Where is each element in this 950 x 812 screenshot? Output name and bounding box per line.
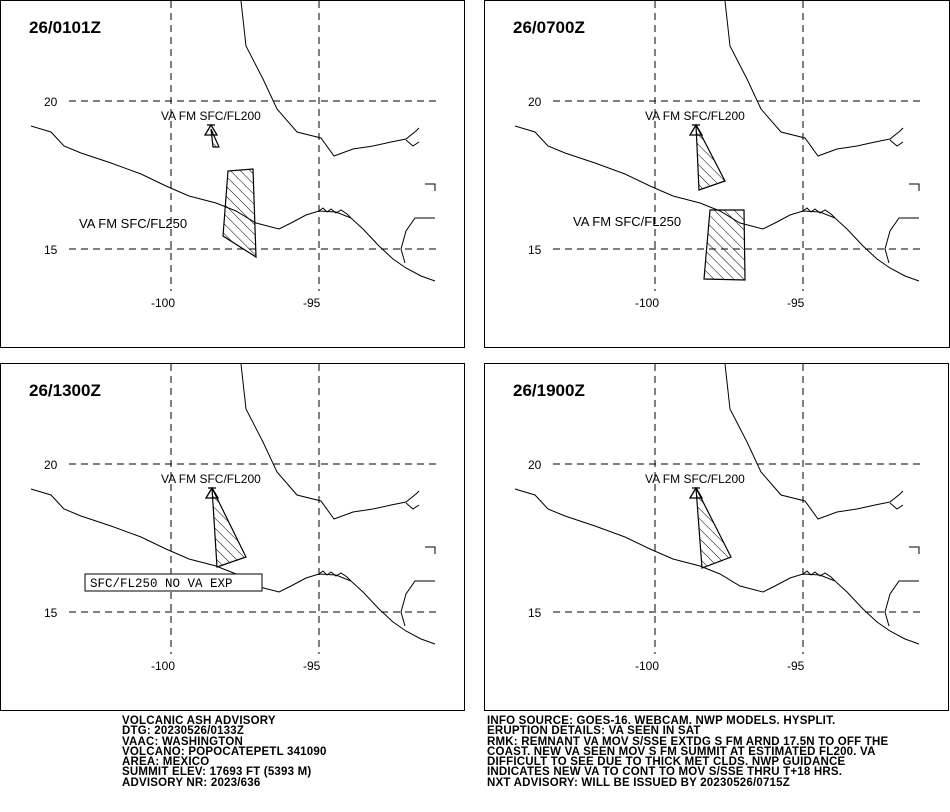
advisory-line: RMK: REMNANT VA MOV S/SSE EXTDG S FM ARN… [487, 735, 889, 748]
volcano-triangle-icon [204, 486, 220, 499]
advisory-line: INDICATES NEW VA TO CONT TO MOV S/SSE TH… [487, 766, 843, 779]
gridlines [69, 1, 437, 291]
map-panel-1: 20 15 -100 -95 VA FM SFC/FL200 VA FM SFC… [30, 1, 437, 310]
lat-label-20: 20 [44, 458, 58, 472]
forecast-panel-4: 20 15 -100 -95 VA FM SFC/FL200 26/1900Z [484, 363, 949, 711]
advisory-line: SUMMIT ELEV: 17693 FT (5393 M) [122, 766, 312, 779]
volcano-marker [203, 123, 219, 136]
map-panel-4: 20 15 -100 -95 VA FM SFC/FL200 [514, 364, 921, 673]
ash-polygons [695, 487, 732, 569]
ash-polygons [210, 128, 257, 259]
lon-label-100: -100 [635, 296, 659, 310]
panel-time-label: 26/1900Z [513, 381, 585, 400]
advisory-line: INFO SOURCE: GOES-16. WEBCAM. NWP MODELS… [487, 715, 836, 727]
lon-label-95: -95 [303, 659, 321, 673]
va-label-fl250: VA FM SFC/FL250 [79, 216, 187, 231]
ash-polygons [211, 487, 247, 568]
ash-area-fl200 [695, 124, 726, 191]
va-label-fl250: VA FM SFC/FL250 [573, 214, 681, 229]
coastline [514, 364, 920, 645]
advisory-line: AREA: MEXICO [122, 756, 210, 769]
lat-label-20: 20 [528, 458, 542, 472]
volcano-marker [204, 486, 220, 499]
panel-time-label: 26/0101Z [29, 18, 101, 37]
advisory-line: ADVISORY NR: 2023/636 [122, 776, 261, 789]
lon-label-100: -100 [151, 296, 175, 310]
va-label-fl200: VA FM SFC/FL200 [645, 109, 745, 123]
advisory-line: VAAC: WASHINGTON [122, 735, 243, 748]
no-va-box-label: SFC/FL250 NO VA EXP [90, 577, 233, 591]
ash-polygons [695, 124, 746, 281]
advisory-line: DTG: 20230526/0133Z [122, 725, 245, 738]
lon-label-95: -95 [787, 296, 805, 310]
lon-label-100: -100 [635, 659, 659, 673]
advisory-line: DIFFICULT TO SEE DUE TO THICK MET CLDS. … [487, 756, 846, 769]
coastline [30, 364, 436, 645]
ash-area-fl250 [703, 209, 746, 281]
forecast-panel-1: 20 15 -100 -95 VA FM SFC/FL200 VA FM SFC… [0, 0, 465, 348]
lon-label-95: -95 [787, 659, 805, 673]
map-panel-2: 20 15 -100 -95 VA FM SFC/FL200 VA FM SFC… [514, 1, 921, 310]
coastline [514, 1, 920, 282]
va-label-fl200: VA FM SFC/FL200 [645, 472, 745, 486]
advisory-line: COAST. NEW VA SEEN MOV S FM SUMMIT AT ES… [487, 745, 876, 758]
advisory-header-block: VOLCANIC ASH ADVISORY DTG: 20230526/0133… [122, 715, 327, 789]
map-panel-3: SFC/FL250 NO VA EXP 20 15 -100 -95 VA FM… [30, 364, 437, 673]
coastline [30, 1, 436, 282]
advisory-line: VOLCANO: POPOCATEPETL 341090 [122, 745, 327, 758]
forecast-panel-3: SFC/FL250 NO VA EXP 20 15 -100 -95 VA FM… [0, 363, 465, 711]
ash-area-fl250 [222, 168, 257, 259]
volcano-triangle-icon [688, 486, 704, 499]
va-label-fl200: VA FM SFC/FL200 [161, 109, 261, 123]
lat-label-15: 15 [44, 243, 58, 257]
lon-label-95: -95 [303, 296, 321, 310]
lat-label-15: 15 [44, 606, 58, 620]
va-label-fl200: VA FM SFC/FL200 [161, 472, 261, 486]
advisory-line: ERUPTION DETAILS: VA SEEN IN SAT [487, 725, 701, 738]
advisory-line: VOLCANIC ASH ADVISORY [122, 715, 276, 727]
ash-area-fl200 [211, 487, 247, 568]
volcano-marker [688, 486, 704, 499]
gridlines [553, 364, 921, 654]
advisory-line: NXT ADVISORY: WILL BE ISSUED BY 20230526… [487, 776, 790, 789]
lon-label-100: -100 [151, 659, 175, 673]
volcano-triangle-icon [688, 123, 704, 136]
panel-time-label: 26/1300Z [29, 381, 101, 400]
gridlines [69, 364, 437, 654]
forecast-panel-2: 20 15 -100 -95 VA FM SFC/FL200 VA FM SFC… [484, 0, 950, 348]
panel-time-label: 26/0700Z [513, 18, 585, 37]
advisory-remarks-block: INFO SOURCE: GOES-16. WEBCAM. NWP MODELS… [487, 715, 889, 789]
ash-area-fl200 [695, 487, 732, 569]
lat-label-15: 15 [528, 243, 542, 257]
lat-label-20: 20 [44, 95, 58, 109]
volcano-triangle-icon [203, 123, 219, 136]
lat-label-20: 20 [528, 95, 542, 109]
ash-area-fl200 [210, 128, 220, 148]
no-va-box: SFC/FL250 NO VA EXP [84, 573, 263, 592]
lat-label-15: 15 [528, 606, 542, 620]
volcano-marker [688, 123, 704, 136]
